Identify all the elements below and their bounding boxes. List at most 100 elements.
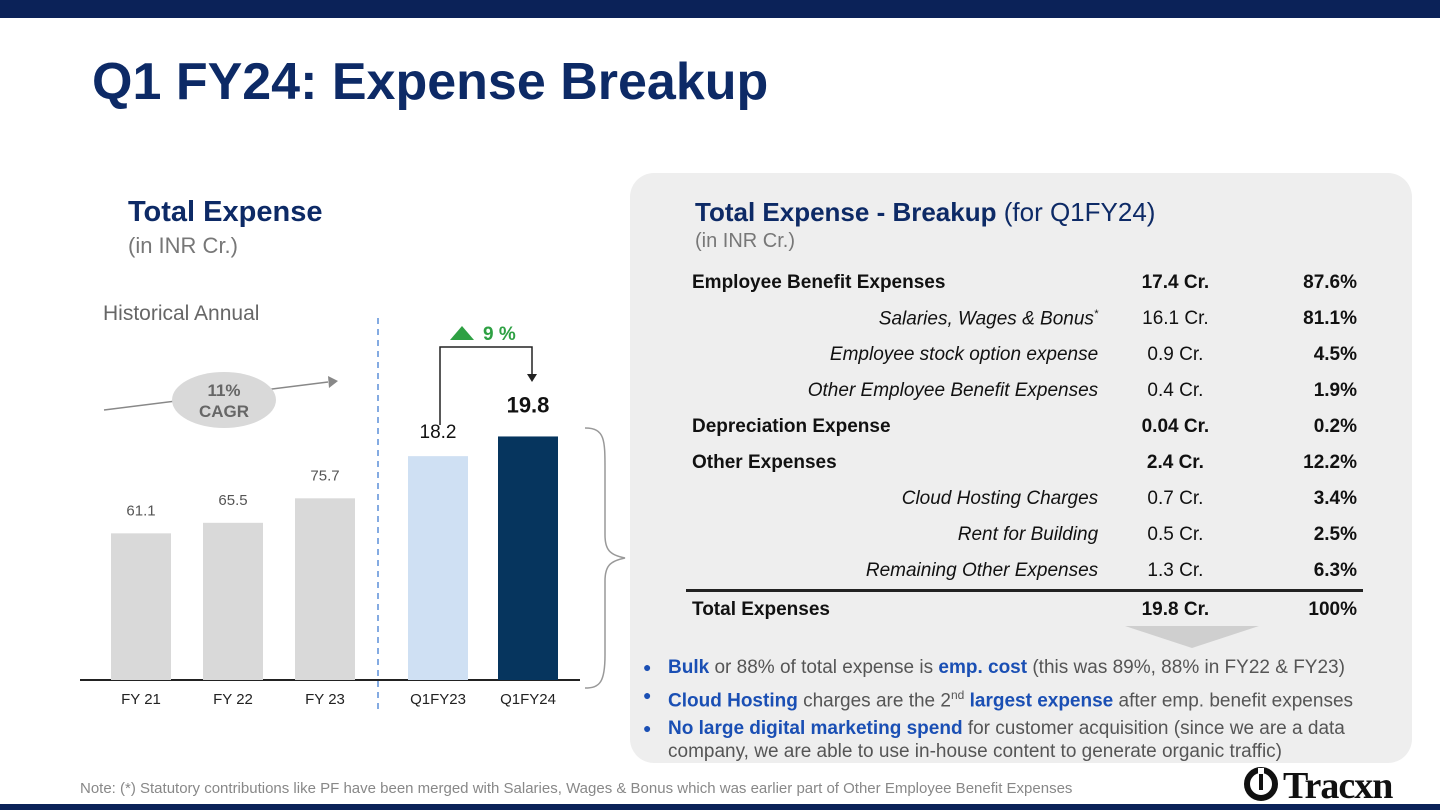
- breakup-row: Cloud Hosting Charges 0.7 Cr. 3.4%: [686, 481, 1363, 517]
- breakup-row: Employee Benefit Expenses 17.4 Cr. 87.6%: [686, 265, 1363, 301]
- bar: [203, 522, 263, 680]
- row-label: Cloud Hosting Charges: [901, 488, 1099, 509]
- bar: [111, 533, 171, 680]
- breakup-table: Employee Benefit Expenses 17.4 Cr. 87.6% Sa…: [686, 265, 1363, 628]
- row-percent: 3.4%: [1313, 488, 1357, 509]
- down-arrow-icon: [1125, 626, 1259, 648]
- row-amount: 0.04 Cr.: [1141, 416, 1210, 437]
- bar: [295, 498, 355, 680]
- row-percent: 100%: [1252, 589, 1363, 628]
- insight-highlight: Bulk: [668, 657, 710, 678]
- row-label: Other Employee Benefit Expenses: [807, 380, 1099, 401]
- row-percent: 12.2%: [1303, 452, 1357, 473]
- tracxn-logo: Tracxn: [1243, 764, 1423, 807]
- row-percent: 4.5%: [1313, 344, 1357, 365]
- row-label: Employee Benefit Expenses: [692, 272, 946, 293]
- row-amount: 1.3 Cr.: [1147, 560, 1204, 581]
- footnote: Note: (*) Statutory contributions like P…: [80, 780, 1073, 797]
- row-label: Depreciation Expense: [692, 416, 891, 437]
- row-amount: 17.4 Cr.: [1141, 272, 1210, 293]
- insight-highlight: Cloud Hosting: [668, 690, 798, 712]
- bar: [498, 436, 558, 680]
- bar-value-label: 65.5: [218, 492, 247, 509]
- growth-arrowhead-icon: [527, 374, 537, 382]
- bar-value-label: 18.2: [420, 422, 457, 443]
- breakup-row: Employee stock option expense 0.9 Cr. 4.5%: [686, 337, 1363, 373]
- breakup-title: Total Expense - Breakup (for Q1FY24): [695, 197, 1156, 227]
- chart-heading: Total Expense (in INR Cr.): [128, 196, 322, 259]
- row-amount: 0.9 Cr.: [1147, 344, 1204, 365]
- row-amount: 0.5 Cr.: [1147, 524, 1204, 545]
- insight-highlight: No large digital marketing spend: [668, 718, 963, 740]
- category-label: Q1FY23: [410, 691, 466, 708]
- breakup-row: Depreciation Expense 0.04 Cr. 0.2%: [686, 409, 1363, 445]
- row-amount: 19.8 Cr.: [1098, 589, 1253, 628]
- breakup-row: Remaining Other Expenses 1.3 Cr. 6.3%: [686, 553, 1363, 591]
- insight-highlight: emp. cost: [938, 657, 1028, 678]
- category-label: FY 23: [305, 691, 345, 708]
- category-label: Q1FY24: [500, 691, 556, 708]
- breakup-unit: (in INR Cr.): [695, 230, 795, 252]
- cagr-label: CAGR: [199, 402, 249, 421]
- insight-superscript: nd: [950, 688, 965, 702]
- bullet-icon: ●: [643, 687, 652, 703]
- top-bar: [0, 0, 1440, 18]
- row-label: Remaining Other Expenses: [865, 560, 1099, 581]
- bottom-bar: [0, 804, 1440, 810]
- category-label: FY 22: [213, 691, 253, 708]
- insight-highlight: largest expense: [964, 690, 1114, 712]
- bar-value-label: 61.1: [126, 502, 155, 519]
- row-label: Employee stock option expense: [829, 344, 1099, 365]
- row-label: Other Expenses: [692, 452, 837, 473]
- curly-brace: [584, 427, 626, 689]
- insights-list: ● Bulk or 88% of total expense is emp. co…: [640, 656, 1400, 768]
- row-label: Total Expenses: [686, 589, 1099, 628]
- footnote-marker: *: [1093, 307, 1099, 320]
- insight-item: ● Bulk or 88% of total expense is emp. co…: [640, 656, 1400, 679]
- breakup-row: Salaries, Wages & Bonus* 16.1 Cr. 81.1%: [686, 301, 1363, 337]
- chart-title: Total Expense: [128, 196, 323, 228]
- row-percent: 1.9%: [1313, 380, 1357, 401]
- breakup-row: Rent for Building 0.5 Cr. 2.5%: [686, 517, 1363, 553]
- breakup-panel: [630, 173, 1412, 763]
- row-label: Rent for Building: [957, 524, 1099, 545]
- row-amount: 0.7 Cr.: [1147, 488, 1204, 509]
- bar-value-label: 19.8: [507, 392, 550, 417]
- insight-text: or 88% of total expense is: [709, 657, 939, 678]
- chart-unit: (in INR Cr.): [128, 233, 238, 258]
- row-label: Salaries, Wages & Bonus*: [686, 301, 1098, 337]
- bar: [408, 456, 468, 680]
- historical-annual-label: Historical Annual: [103, 302, 260, 325]
- row-percent: 81.1%: [1303, 308, 1357, 329]
- cagr-value: 11%: [207, 381, 240, 400]
- bullet-icon: ●: [643, 659, 652, 675]
- growth-bracket: [439, 346, 533, 425]
- breakup-row: Other Expenses 2.4 Cr. 12.2%: [686, 445, 1363, 481]
- growth-percent: 9 %: [483, 324, 516, 345]
- insight-item: ● No large digital marketing spend for cu…: [640, 717, 1400, 763]
- bar-value-label: 75.7: [310, 467, 339, 484]
- row-amount: 0.4 Cr.: [1147, 380, 1204, 401]
- category-label: FY 21: [121, 691, 161, 708]
- insight-text: for customer acquisition (since we are a…: [668, 718, 1345, 763]
- row-percent: 0.2%: [1313, 416, 1357, 437]
- cagr-badge: [172, 372, 276, 428]
- tracxn-logo-text: Tracxn: [1283, 765, 1393, 807]
- insight-text: charges are the 2: [797, 690, 951, 712]
- insight-text: (this was 89%, 88% in FY22 & FY23): [1027, 657, 1345, 678]
- insight-text: after emp. benefit expenses: [1113, 690, 1354, 712]
- page-title: Q1 FY24: Expense Breakup: [92, 53, 769, 111]
- total-expense-chart: 61.1 FY 21 65.5 FY 22 75.7 FY 23 18.2 Q1FY23 19.…: [80, 318, 626, 710]
- tracxn-logo-icon: [1244, 767, 1278, 801]
- breakup-row: Other Employee Benefit Expenses 0.4 Cr. 1.…: [686, 373, 1363, 409]
- up-triangle-icon: [450, 326, 474, 340]
- row-percent: 6.3%: [1313, 560, 1357, 581]
- bullet-icon: ●: [643, 720, 652, 737]
- insight-item: ● Cloud Hosting charges are the 2nd large…: [640, 684, 1400, 712]
- row-amount: 16.1 Cr.: [1142, 308, 1209, 329]
- row-percent: 87.6%: [1303, 272, 1357, 293]
- breakup-row: Total Expenses 19.8 Cr. 100%: [686, 589, 1363, 628]
- row-percent: 2.5%: [1313, 524, 1357, 545]
- row-label-text: Salaries, Wages & Bonus: [878, 308, 1094, 330]
- trend-arrowhead-icon: [328, 376, 338, 388]
